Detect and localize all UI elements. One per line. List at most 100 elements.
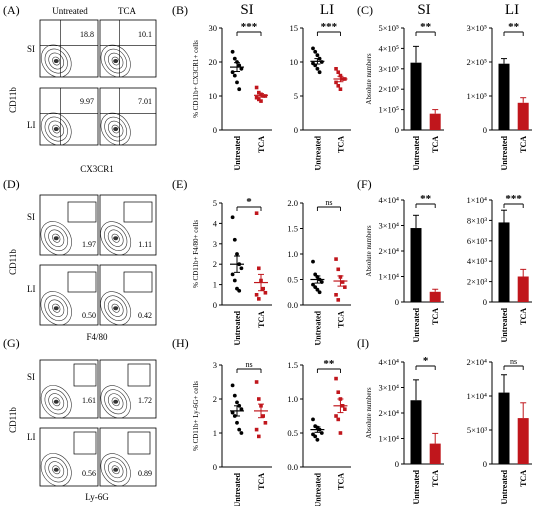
- data-point: [334, 257, 338, 261]
- y-axis-label: % CD11b+ F4/80+ cells: [192, 220, 200, 288]
- panel-label-c: (C): [357, 3, 373, 17]
- contour-line: [48, 120, 65, 138]
- data-point: [313, 285, 318, 290]
- contour-line: [100, 221, 132, 256]
- gate-percent: 0.42: [138, 311, 152, 320]
- chart-title: SI: [240, 2, 253, 18]
- contour-line: [104, 389, 128, 415]
- gate-box: [67, 201, 97, 223]
- y-tick-label: 2: [213, 259, 217, 269]
- y-tick-label: 1×10⁵: [466, 91, 487, 101]
- data-point: [334, 293, 338, 297]
- data-point: [263, 94, 268, 98]
- y-tick-label: 1.0: [287, 249, 298, 259]
- contour-core: [113, 306, 119, 311]
- data-point: [263, 421, 268, 425]
- contour-line: [40, 44, 72, 78]
- data-point: [237, 427, 242, 432]
- x-tick-label: Untreated: [412, 469, 421, 504]
- data-point: [319, 431, 324, 435]
- significance-label: *: [423, 355, 429, 367]
- flow-plot-frame: [99, 19, 157, 78]
- bar: [410, 62, 422, 130]
- bar: [410, 228, 422, 302]
- data-point: [317, 70, 322, 75]
- flow-plot-frame: [39, 87, 99, 146]
- x-tick-label: Untreated: [313, 135, 322, 170]
- y-tick-label: 2×10⁴: [378, 408, 399, 418]
- data-point: [315, 53, 320, 58]
- data-point: [232, 73, 237, 78]
- y-tick-label: 2×10⁵: [378, 84, 399, 94]
- x-tick-label: TCA: [257, 311, 266, 328]
- significance-label: **: [420, 193, 432, 205]
- y-axis-label: % CD11b+ CX3CR1+ cells: [192, 40, 200, 118]
- significance-label: **: [420, 21, 432, 33]
- contour-line: [100, 112, 131, 146]
- flow-plot-frame: [99, 264, 157, 326]
- y-tick-label: 5×10³: [467, 425, 488, 435]
- contour-core: [53, 127, 59, 132]
- gate-percent: 10.1: [138, 30, 152, 39]
- row-label-si: SI: [27, 372, 35, 382]
- data-point: [254, 427, 259, 432]
- significance-label: *: [246, 196, 252, 208]
- gate-percent: 0.89: [138, 469, 152, 478]
- col-label-tca: TCA: [118, 6, 137, 16]
- gate-percent: 1.97: [82, 240, 96, 249]
- data-point: [254, 380, 259, 384]
- chart-panel-h: 0 1 2 3 % CD11b+ Ly-6G+ cells Untreated TCA ns: [192, 360, 272, 506]
- panel-label-d: (D): [3, 177, 20, 191]
- flow-plot: [99, 87, 157, 146]
- contour-line: [100, 44, 131, 78]
- data-point: [336, 298, 341, 302]
- gate-box: [73, 363, 97, 387]
- y-tick-label: 1×10⁵: [378, 105, 399, 115]
- data-point: [338, 87, 343, 91]
- significance-label: ***: [241, 21, 258, 33]
- chart-title: LI: [505, 2, 519, 18]
- data-point: [239, 431, 244, 435]
- contour-line: [48, 229, 65, 247]
- data-point: [315, 437, 320, 442]
- data-point: [239, 266, 244, 271]
- gate-box: [127, 363, 151, 387]
- data-point: [257, 97, 261, 102]
- data-point: [311, 46, 315, 51]
- x-tick-label: Untreated: [313, 310, 322, 345]
- contour-core: [113, 127, 119, 132]
- data-point: [257, 297, 261, 301]
- chart-panel-i: 0 1×10⁴ 2×10⁴ 3×10⁴ 4×10⁴ Absolute numbers Unt…: [365, 355, 444, 505]
- contour-core: [113, 59, 119, 64]
- data-point: [257, 266, 261, 271]
- gate-percent: 18.8: [80, 30, 94, 39]
- x-tick-label: TCA: [519, 308, 528, 325]
- y-tick-label: 15: [290, 23, 299, 33]
- panel-label-b: (B): [172, 3, 188, 17]
- y-tick-label: 20: [209, 57, 218, 67]
- bar: [429, 113, 441, 130]
- contour-core: [53, 236, 59, 241]
- y-tick-label: 0: [395, 297, 399, 307]
- flow-plot-frame: [99, 427, 157, 487]
- data-point: [237, 288, 242, 293]
- flow-plot: [99, 19, 157, 78]
- gate-percent: 1.72: [138, 396, 152, 405]
- significance-label: ***: [321, 21, 338, 33]
- chart-panel-e: 0.0 0.5 1.0 1.5 2.0 Untreated TCA ns: [287, 198, 351, 346]
- flow-plot: [99, 264, 157, 326]
- contour-line: [111, 465, 120, 475]
- contour-core: [53, 306, 59, 311]
- data-point: [232, 278, 237, 283]
- contour-line: [100, 453, 131, 487]
- data-point: [338, 73, 343, 78]
- y-axis-label: Absolute numbers: [365, 225, 373, 276]
- bar: [410, 400, 422, 464]
- gate-box: [73, 431, 97, 455]
- flow-plot: [39, 427, 99, 487]
- y-tick-label: 1×10⁴: [466, 195, 487, 205]
- data-point: [334, 80, 338, 85]
- contour-core: [113, 399, 119, 404]
- flow-plot: [39, 19, 99, 78]
- x-tick-label: Untreated: [233, 310, 242, 345]
